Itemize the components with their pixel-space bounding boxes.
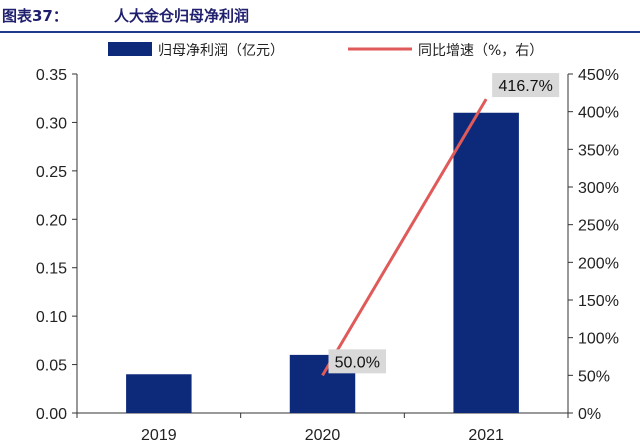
right-tick-label: 250% [578,218,619,235]
right-tick-label: 400% [578,105,619,122]
left-tick-label: 0.15 [36,261,67,278]
right-tick-label: 350% [578,142,619,159]
left-tick-label: 0.10 [36,309,67,326]
right-tick-label: 300% [578,180,619,197]
right-tick-label: 150% [578,293,619,310]
bar [453,112,519,413]
legend-bar-swatch [108,42,152,56]
right-tick-label: 200% [578,255,619,272]
left-tick-label: 0.20 [36,212,67,229]
right-tick-label: 50% [578,368,610,385]
right-tick-label: 450% [578,67,619,84]
x-tick-label: 2020 [305,427,341,444]
x-tick-label: 2019 [141,427,177,444]
left-tick-label: 0.30 [36,115,67,132]
x-tick-label: 2021 [468,427,504,444]
legend-bar-label: 归母净利润（亿元） [158,42,284,59]
legend: 归母净利润（亿元） 同比增速（%，右） [108,42,543,59]
figure-title: 人大金仓归母净利润 [114,7,250,25]
data-label-group: 416.7% [492,73,560,98]
growth-line [321,98,488,377]
data-label-bg [492,73,560,98]
x-axis-ticks: 2019 2020 2021 [76,413,569,444]
left-tick-label: 0.25 [36,164,67,181]
right-axis-ticks: 0% 50% 100% 150% 200% 250% 300% 350% 400% 450% [568,67,619,423]
figure-number: 图表37： [2,7,68,25]
data-labels: 50.0% 416.7% [328,73,560,374]
right-tick-label: 0% [578,406,601,423]
line-series [321,98,488,377]
data-label-group: 50.0% [328,349,386,374]
right-tick-label: 100% [578,331,619,348]
figure-header: 图表37： 人大金仓归母净利润 [0,0,640,33]
bar-series [126,112,519,413]
data-label: 50.0% [335,354,380,371]
bar [126,374,192,413]
data-label: 416.7% [499,78,553,95]
legend-line-label: 同比增速（%，右） [418,43,543,59]
data-label-bg [328,349,386,374]
left-tick-label: 0.05 [36,358,67,375]
left-tick-label: 0.00 [36,406,67,423]
left-tick-label: 0.35 [36,67,67,84]
left-axis-ticks: 0.00 0.05 0.10 0.15 0.20 0.25 0.30 0.35 [36,67,77,423]
